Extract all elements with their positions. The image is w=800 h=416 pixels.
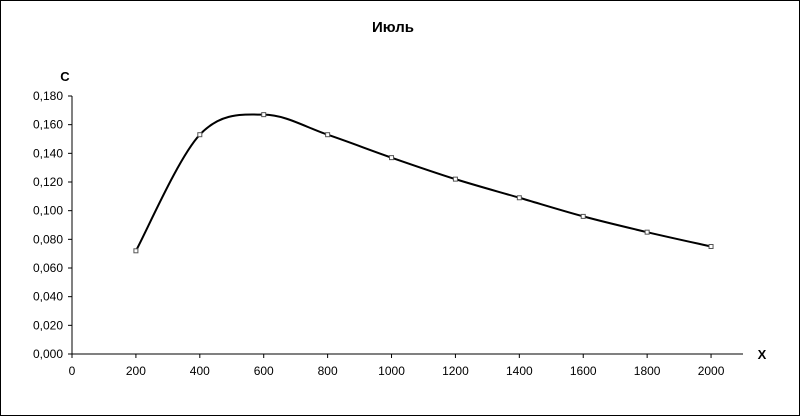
series-layer xyxy=(133,112,714,254)
x-tick-label: 800 xyxy=(318,364,338,378)
axes xyxy=(71,96,743,355)
x-axis-title: X xyxy=(758,347,767,362)
y-tick-label: 0,160 xyxy=(33,118,63,132)
x-tick-label: 1400 xyxy=(506,364,533,378)
x-tick-label: 1600 xyxy=(570,364,597,378)
data-point xyxy=(197,132,203,138)
data-point xyxy=(580,213,586,219)
x-tick-label: 600 xyxy=(254,364,274,378)
y-tick-label: 0,020 xyxy=(33,318,63,332)
y-axis-title: C xyxy=(60,69,70,84)
data-point xyxy=(516,195,522,201)
y-tick-label: 0,100 xyxy=(33,204,63,218)
y-tick-label: 0,080 xyxy=(33,232,63,246)
y-tick-label: 0,060 xyxy=(33,261,63,275)
x-tick-label: 1000 xyxy=(378,364,405,378)
x-tick-label: 400 xyxy=(190,364,210,378)
x-tick-label: 0 xyxy=(69,364,76,378)
data-point xyxy=(708,244,714,249)
x-tick-label: 1200 xyxy=(442,364,469,378)
x-tick-label: 2000 xyxy=(698,364,725,378)
data-point xyxy=(261,112,267,118)
y-tick-label: 0,180 xyxy=(33,89,63,103)
y-tick-label: 0,140 xyxy=(33,146,63,160)
y-tick-label: 0,000 xyxy=(33,347,63,361)
chart-title: Июль xyxy=(372,19,414,36)
data-point xyxy=(389,155,395,161)
data-point xyxy=(644,229,650,235)
y-tick-label: 0,040 xyxy=(33,290,63,304)
x-tick-label: 1800 xyxy=(634,364,661,378)
data-point xyxy=(325,132,331,138)
data-point xyxy=(452,176,458,182)
ticks: 0,000 0,020 0,040 0,060 0,080 0,100 0,120 0,140… xyxy=(33,89,725,378)
y-tick-label: 0,120 xyxy=(33,175,63,189)
x-tick-label: 200 xyxy=(126,364,146,378)
series-line xyxy=(135,113,712,252)
data-point xyxy=(133,248,139,254)
